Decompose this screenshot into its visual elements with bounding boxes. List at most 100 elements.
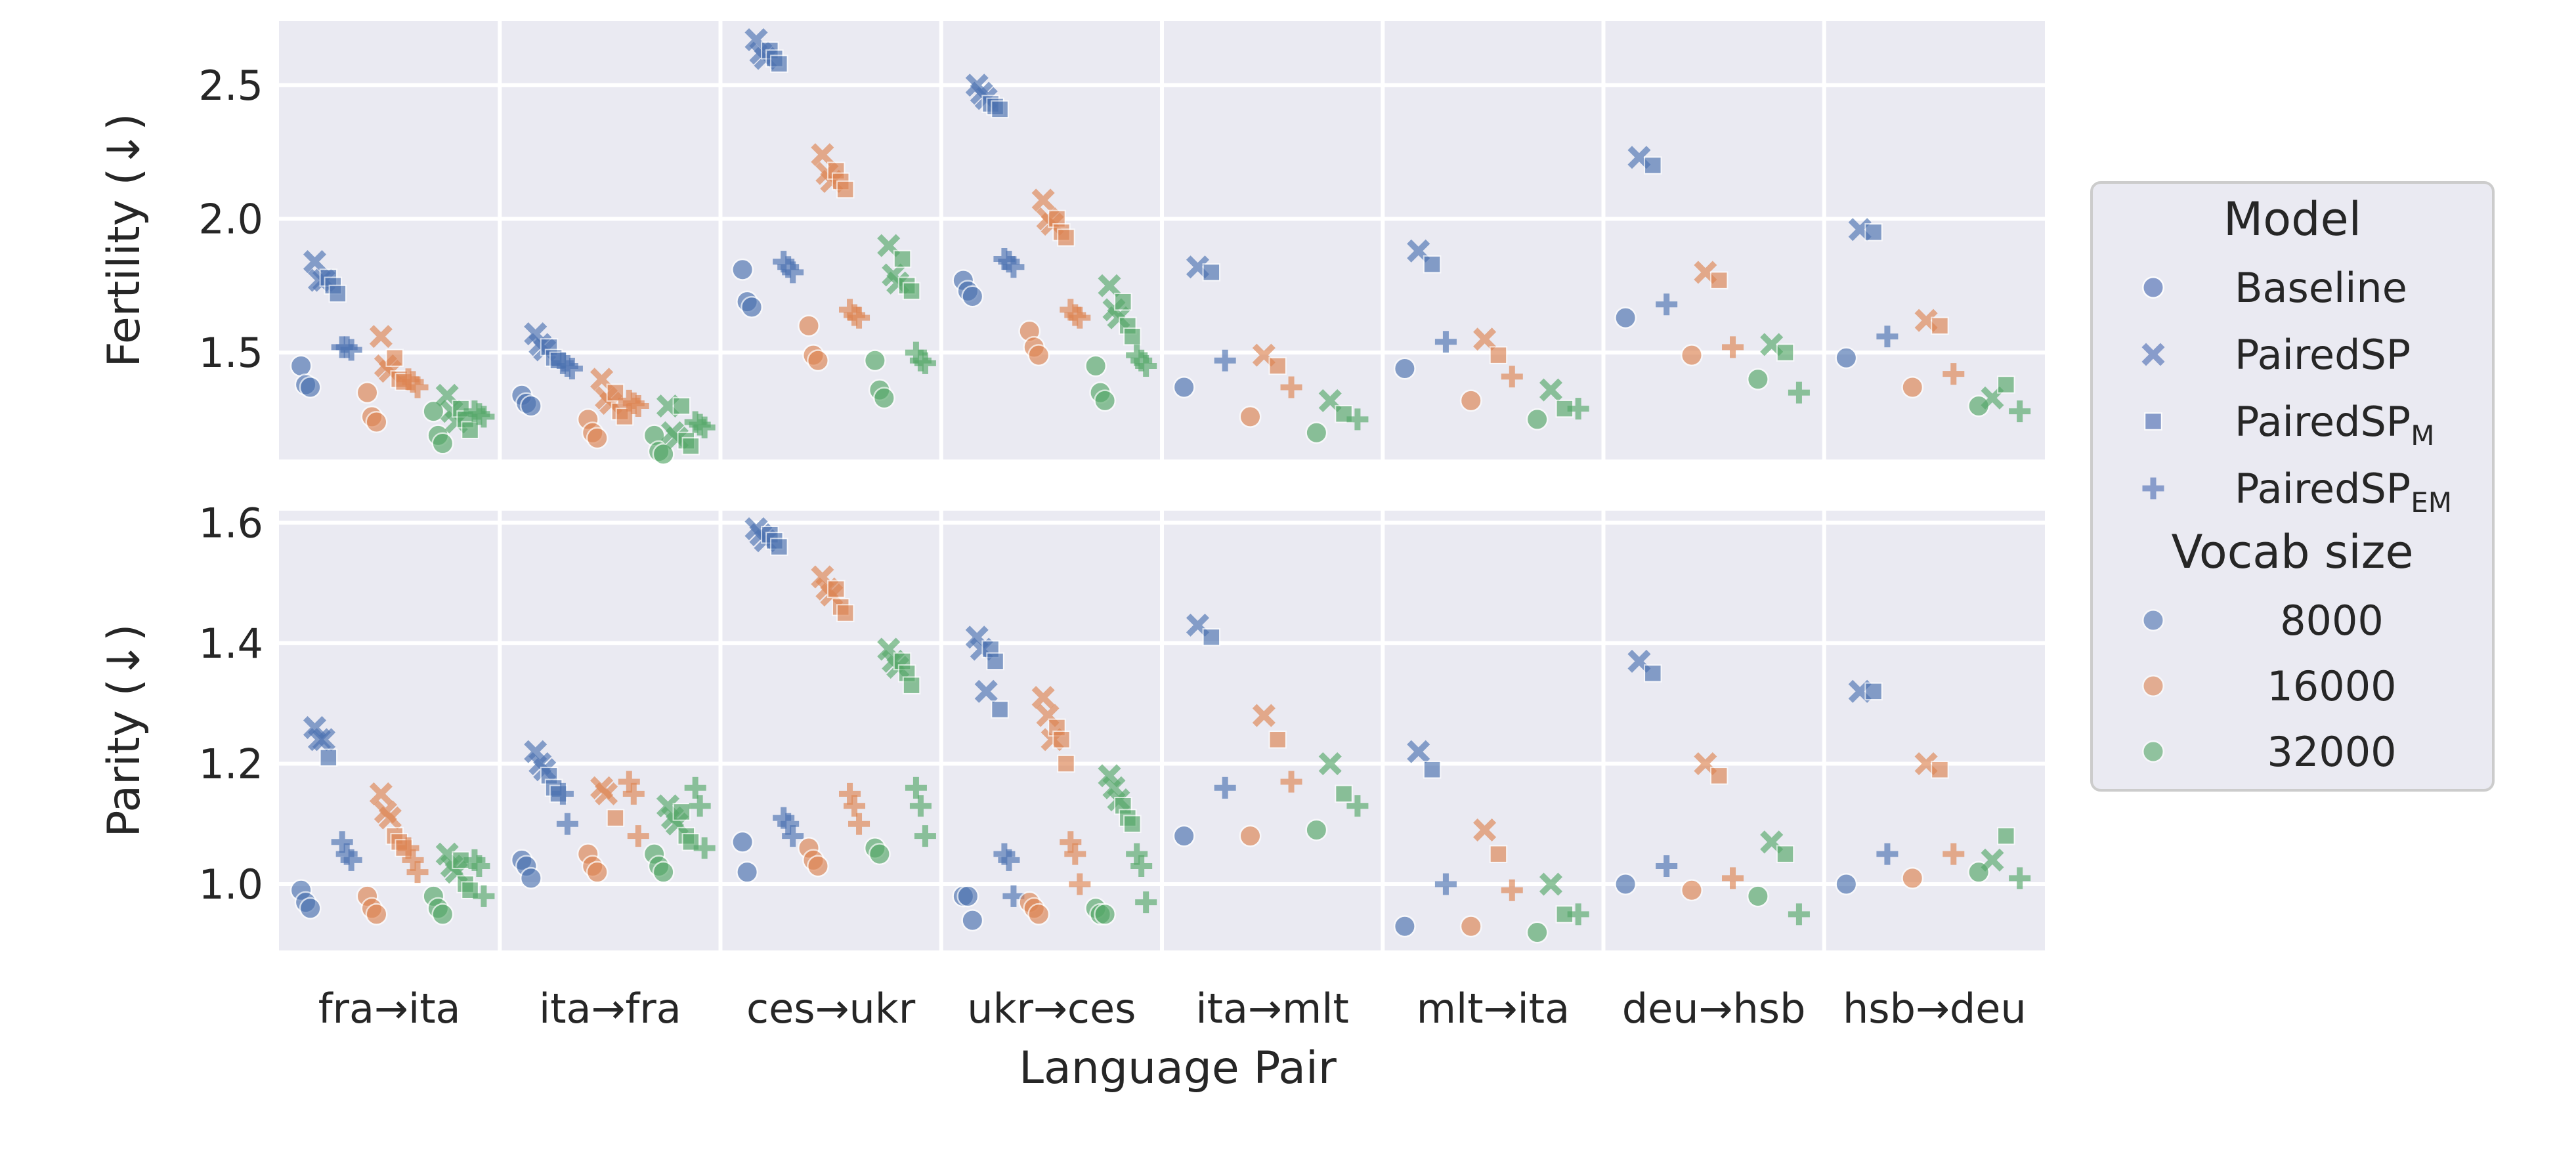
point-fertility-ukr-to-ces-16000-pairedsp-em — [1069, 307, 1091, 329]
legend-vocab-label-32000: 32000 — [2267, 728, 2396, 776]
point-parity-ukr-to-ces-16000-baseline — [1027, 903, 1050, 926]
point-fertility-hsb-to-deu-8000-pairedsp-em — [1876, 326, 1899, 348]
point-fertility-ces-to-ukr-8000-pairedsp-m — [770, 54, 788, 73]
point-parity-deu-to-hsb-32000-pairedsp-m — [1776, 845, 1795, 863]
point-fertility-ukr-to-ces-32000-pairedsp-m — [1114, 292, 1132, 311]
point-fertility-ces-to-ukr-8000-baseline — [741, 295, 763, 318]
point-fertility-fra-to-ita-16000-pairedsp — [369, 325, 393, 349]
point-parity-ita-to-fra-16000-pairedsp-em — [627, 825, 649, 847]
point-parity-fra-to-ita-8000-pairedsp-em — [340, 849, 362, 871]
point-fertility-hsb-to-deu-8000-baseline — [1835, 347, 1858, 370]
legend-marker-pairedsp — [2141, 343, 2165, 366]
x-tick-label-hsb-to-deu: hsb→deu — [1843, 985, 2027, 1033]
point-parity-ita-to-fra-32000-pairedsp-em — [693, 837, 716, 859]
legend-vocab-title: Vocab size — [2171, 525, 2413, 579]
point-parity-ukr-to-ces-8000-pairedsp-m — [991, 700, 1009, 719]
point-fertility-mlt-to-ita-32000-pairedsp — [1539, 378, 1563, 402]
point-fertility-hsb-to-deu-8000-pairedsp-m — [1864, 223, 1883, 242]
fertility-y-tick-label: 2.0 — [198, 195, 263, 243]
legend-marker-pairedsp-m — [2144, 412, 2162, 431]
point-parity-deu-to-hsb-8000-pairedsp-em — [1656, 855, 1678, 878]
point-parity-ukr-to-ces-32000-pairedsp-em — [1130, 855, 1153, 878]
point-parity-ita-to-mlt-32000-pairedsp-em — [1346, 795, 1369, 817]
x-tick-label-ita-to-fra: ita→fra — [539, 985, 681, 1033]
point-parity-mlt-to-ita-8000-pairedsp — [1407, 740, 1430, 763]
point-fertility-ukr-to-ces-16000-pairedsp — [1031, 188, 1055, 212]
point-parity-ita-to-fra-32000-pairedsp-em — [684, 777, 706, 799]
point-fertility-ita-to-fra-16000-baseline — [586, 427, 609, 450]
point-fertility-fra-to-ita-16000-baseline — [365, 410, 388, 433]
fertility-y-axis-title: Fertility (↓) — [98, 113, 150, 367]
point-parity-hsb-to-deu-32000-pairedsp-m — [1997, 826, 2015, 845]
point-fertility-ukr-to-ces-16000-baseline — [1027, 344, 1050, 367]
point-fertility-deu-to-hsb-8000-baseline — [1614, 307, 1637, 330]
point-parity-ces-to-ukr-8000-pairedsp-em — [777, 813, 800, 835]
point-parity-ukr-to-ces-16000-pairedsp-em — [1069, 873, 1091, 895]
point-fertility-ita-to-fra-8000-pairedsp-em — [561, 358, 583, 380]
point-parity-mlt-to-ita-32000-baseline — [1526, 921, 1549, 944]
point-parity-ces-to-ukr-8000-baseline — [731, 830, 754, 853]
point-fertility-deu-to-hsb-16000-baseline — [1681, 344, 1703, 367]
point-fertility-deu-to-hsb-16000-pairedsp-m — [1709, 271, 1728, 289]
point-parity-hsb-to-deu-16000-pairedsp-m — [1931, 760, 1949, 779]
point-parity-hsb-to-deu-8000-pairedsp-em — [1876, 843, 1899, 865]
point-parity-fra-to-ita-32000-baseline — [431, 903, 454, 926]
point-fertility-ita-to-fra-32000-pairedsp-em — [693, 416, 716, 438]
point-parity-hsb-to-deu-8000-baseline — [1835, 873, 1858, 896]
point-parity-ces-to-ukr-32000-pairedsp-em — [914, 825, 936, 847]
point-parity-hsb-to-deu-16000-baseline — [1901, 866, 1924, 889]
point-fertility-ces-to-ukr-32000-baseline — [863, 349, 886, 372]
point-fertility-fra-to-ita-32000-baseline — [422, 400, 445, 423]
point-fertility-hsb-to-deu-32000-baseline — [1967, 394, 1990, 417]
point-fertility-deu-to-hsb-32000-pairedsp-em — [1788, 381, 1810, 404]
point-parity-ukr-to-ces-8000-baseline — [956, 885, 979, 908]
point-fertility-deu-to-hsb-32000-pairedsp-m — [1776, 343, 1795, 362]
point-parity-fra-to-ita-8000-pairedsp — [307, 728, 332, 752]
point-parity-ita-to-fra-16000-pairedsp — [595, 782, 618, 805]
point-parity-mlt-to-ita-16000-baseline — [1459, 915, 1482, 938]
point-parity-ukr-to-ces-16000-pairedsp — [1031, 685, 1055, 710]
point-parity-fra-to-ita-16000-pairedsp-em — [406, 861, 429, 884]
point-parity-mlt-to-ita-16000-pairedsp — [1473, 818, 1497, 841]
point-parity-fra-to-ita-16000-pairedsp — [378, 806, 402, 830]
point-fertility-ukr-to-ces-8000-pairedsp-em — [1002, 256, 1025, 278]
point-fertility-ukr-to-ces-32000-baseline — [1094, 389, 1117, 412]
point-fertility-fra-to-ita-16000-baseline — [356, 381, 379, 404]
point-parity-ita-to-mlt-16000-pairedsp — [1252, 704, 1276, 727]
point-fertility-mlt-to-ita-32000-pairedsp-em — [1567, 398, 1589, 420]
point-parity-ces-to-ukr-32000-pairedsp-em — [909, 795, 932, 817]
point-parity-mlt-to-ita-32000-pairedsp-em — [1567, 903, 1589, 926]
point-fertility-ita-to-mlt-16000-pairedsp-em — [1280, 376, 1302, 398]
point-fertility-fra-to-ita-16000-pairedsp-em — [406, 376, 429, 398]
point-parity-ces-to-ukr-16000-pairedsp-m — [826, 580, 846, 599]
point-fertility-ita-to-mlt-32000-pairedsp-em — [1346, 408, 1369, 431]
point-parity-ces-to-ukr-32000-pairedsp-m — [902, 676, 921, 694]
point-parity-ces-to-ukr-32000-baseline — [868, 843, 891, 866]
legend-model-title: Model — [2223, 192, 2361, 246]
point-parity-ita-to-mlt-32000-pairedsp — [1318, 752, 1342, 776]
x-tick-label-ita-to-mlt: ita→mlt — [1195, 985, 1348, 1033]
point-fertility-ces-to-ukr-32000-pairedsp-m — [902, 282, 921, 301]
point-parity-ita-to-mlt-16000-pairedsp-m — [1268, 731, 1287, 749]
point-parity-ita-to-fra-16000-baseline — [586, 861, 609, 884]
point-parity-hsb-to-deu-32000-pairedsp — [1981, 848, 2004, 872]
point-parity-ces-to-ukr-16000-pairedsp-em — [839, 782, 861, 805]
point-fertility-ukr-to-ces-32000-baseline — [1084, 354, 1107, 377]
legend-frame — [2090, 181, 2495, 792]
point-parity-ces-to-ukr-8000-pairedsp-em — [782, 825, 804, 847]
legend-subscript-pairedsp-m: M — [2411, 419, 2434, 452]
point-fertility-ita-to-mlt-16000-pairedsp-m — [1268, 356, 1287, 375]
x-tick-label-ukr-to-ces: ukr→ces — [967, 985, 1136, 1033]
point-parity-ukr-to-ces-32000-pairedsp-em — [1126, 843, 1148, 865]
fertility-y-tick-label: 1.5 — [198, 329, 263, 377]
point-fertility-ita-to-fra-32000-baseline — [652, 442, 675, 465]
point-fertility-ces-to-ukr-16000-baseline — [798, 314, 820, 337]
point-fertility-mlt-to-ita-16000-baseline — [1459, 389, 1482, 412]
point-parity-mlt-to-ita-8000-baseline — [1393, 915, 1416, 938]
point-fertility-mlt-to-ita-16000-pairedsp-m — [1489, 346, 1508, 364]
point-parity-ita-to-fra-8000-pairedsp-em — [556, 813, 578, 835]
point-parity-ita-to-fra-32000-pairedsp-m — [672, 803, 691, 821]
point-parity-fra-to-ita-8000-baseline — [299, 897, 322, 920]
legend: ModelBaselinePairedSPPairedSPMPairedSPEM… — [2090, 181, 2495, 792]
